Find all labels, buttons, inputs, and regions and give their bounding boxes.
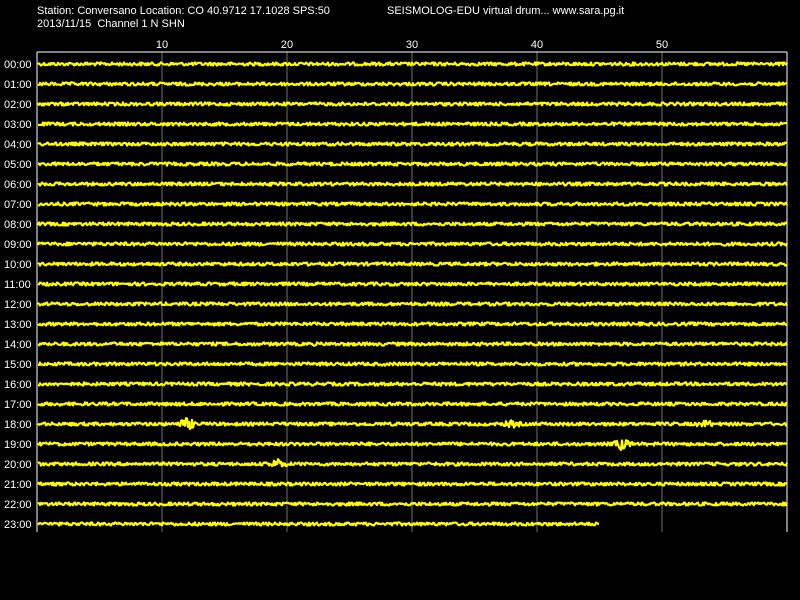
- seismic-trace: [37, 161, 788, 167]
- seismic-trace: [37, 121, 788, 127]
- hour-label: 18:00: [4, 419, 32, 431]
- seismic-trace: [37, 521, 600, 527]
- hour-label: 20:00: [4, 459, 32, 471]
- seismic-trace: [37, 281, 788, 287]
- hour-label: 09:00: [4, 239, 32, 251]
- hour-label: 06:00: [4, 179, 32, 191]
- hour-label: 10:00: [4, 259, 32, 271]
- hour-label: 05:00: [4, 159, 32, 171]
- hour-label: 16:00: [4, 379, 32, 391]
- seismic-trace: [36, 241, 789, 247]
- hour-label: 22:00: [4, 499, 32, 511]
- hour-label: 23:00: [4, 519, 32, 531]
- hour-label: 04:00: [4, 139, 32, 151]
- x-tick-label: 30: [406, 39, 418, 51]
- seismic-trace: [37, 361, 788, 367]
- seismic-trace: [37, 61, 788, 67]
- app-title: SEISMOLOG-EDU virtual drum... www.sara.p…: [387, 5, 625, 17]
- seismic-trace: [37, 261, 788, 267]
- seismic-trace: [37, 141, 788, 147]
- hour-label: 00:00: [4, 59, 32, 71]
- seismic-trace: [37, 481, 788, 487]
- x-tick-label: 20: [281, 39, 293, 51]
- date-channel-info: 2013/11/15 Channel 1 N SHN: [37, 18, 185, 30]
- x-tick-label: 50: [656, 39, 668, 51]
- seismic-trace: [37, 181, 788, 187]
- hour-label: 07:00: [4, 199, 32, 211]
- seismic-trace: [37, 381, 788, 387]
- seismic-trace: [37, 458, 789, 468]
- seismic-trace: [37, 401, 788, 407]
- hour-label: 01:00: [4, 79, 32, 91]
- seismic-trace: [37, 321, 788, 327]
- hour-label: 21:00: [4, 479, 32, 491]
- hour-label: 03:00: [4, 119, 32, 131]
- seismic-trace: [37, 501, 788, 507]
- seismic-trace: [37, 81, 788, 87]
- seismic-trace: [36, 221, 788, 227]
- hour-label: 11:00: [4, 279, 31, 291]
- seismic-trace: [37, 201, 789, 207]
- hour-label: 19:00: [4, 439, 32, 451]
- hour-label: 02:00: [4, 99, 32, 111]
- x-tick-label: 40: [531, 39, 543, 51]
- seismic-trace: [37, 341, 788, 347]
- hour-label: 08:00: [4, 219, 32, 231]
- hour-label: 17:00: [4, 399, 32, 411]
- hour-label: 13:00: [4, 319, 32, 331]
- hour-label: 14:00: [4, 339, 32, 351]
- seismic-trace: [37, 101, 788, 107]
- hour-label: 15:00: [4, 359, 32, 371]
- seismic-trace: [37, 439, 788, 452]
- station-info: Station: Conversano Location: CO 40.9712…: [37, 5, 330, 17]
- x-tick-label: 10: [156, 39, 168, 51]
- seismic-trace: [37, 417, 788, 430]
- hour-label: 12:00: [4, 299, 32, 311]
- seismic-trace: [37, 301, 789, 307]
